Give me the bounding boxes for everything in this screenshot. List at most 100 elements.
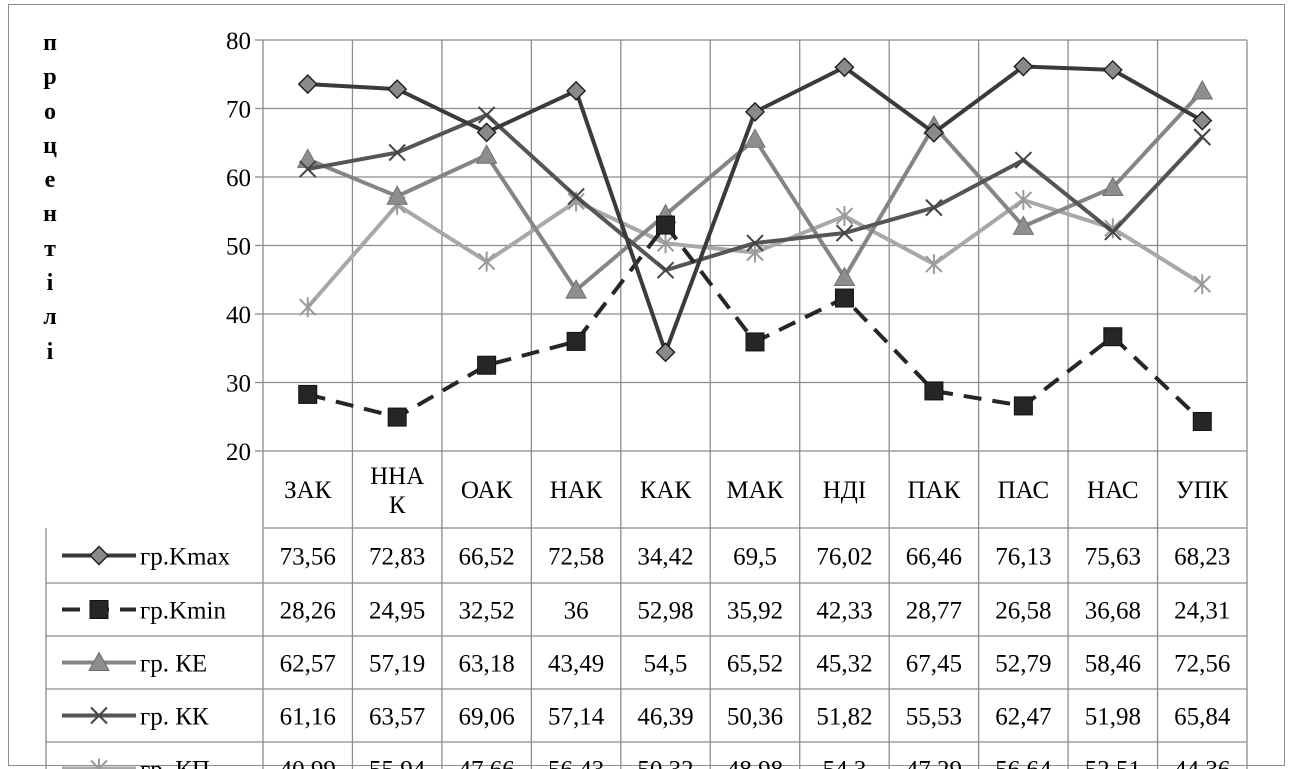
table-cell-value: 28,77 <box>906 598 962 625</box>
table-cell-value: 73,56 <box>280 544 336 571</box>
table-cell-value: 46,39 <box>637 704 693 731</box>
table-cell-value: 51,82 <box>816 704 872 731</box>
x-marker <box>567 187 585 206</box>
table-cell-value: 65,52 <box>727 651 783 678</box>
square-marker <box>477 355 497 375</box>
table-cell-value: 36,68 <box>1085 598 1141 625</box>
star-marker <box>656 233 675 254</box>
y-axis-label-char: ц <box>43 132 57 159</box>
table-cell-value: 66,52 <box>459 544 515 571</box>
table-cell-value: 50,36 <box>727 704 783 731</box>
table-cell-value: 76,02 <box>816 544 872 571</box>
table-cell-value: 72,83 <box>369 544 425 571</box>
y-axis-label-char: л <box>43 304 57 331</box>
table-cell-value: 24,95 <box>369 598 425 625</box>
series-5 <box>299 190 1211 318</box>
diamond-marker <box>89 545 109 566</box>
square-marker <box>298 384 318 404</box>
diamond-marker <box>1192 110 1213 131</box>
table-cell-value: 69,5 <box>733 544 777 571</box>
square-marker <box>745 332 765 352</box>
table-cell-value: 55,94 <box>369 757 426 769</box>
star-marker <box>1014 190 1033 211</box>
triangle-marker <box>565 279 587 299</box>
y-axis-label-char: т <box>44 235 56 262</box>
square-marker <box>1192 411 1212 431</box>
table-row: гр. КП 40,99 55,94 47,66 56,43 50,32 48,98 54,3… <box>62 757 1230 769</box>
x-marker <box>925 198 943 217</box>
triangle-marker <box>744 128 766 148</box>
diamond-marker <box>476 122 497 143</box>
square-marker <box>924 381 944 401</box>
table-cell-value: 28,26 <box>280 598 336 625</box>
table-cell-value: 36 <box>564 598 589 625</box>
table-cell-value: 48,98 <box>727 757 783 769</box>
table-cell-value: 24,31 <box>1174 598 1230 625</box>
diamond-marker <box>1102 59 1123 80</box>
gridlines <box>45 39 1248 769</box>
star-marker <box>1104 218 1122 239</box>
table-cell-value: 62,47 <box>995 704 1051 731</box>
square-marker <box>834 288 854 308</box>
x-marker <box>1104 223 1122 241</box>
table-row: гр. КЕ 62,57 57,19 63,18 43,49 54,5 65,52 45,32… <box>62 651 1230 678</box>
triangle-marker <box>1012 215 1035 235</box>
x-marker <box>477 106 496 124</box>
table-cell-value: 56,64 <box>995 757 1052 769</box>
table-cell-value: 56,43 <box>548 757 604 769</box>
category-label: ОАК <box>461 477 513 504</box>
y-tick-label: 60 <box>226 165 251 192</box>
y-tick-label: 20 <box>226 439 251 466</box>
table-cell-value: 61,16 <box>280 704 336 731</box>
diamond-marker <box>387 79 408 100</box>
y-tick-label: 30 <box>226 371 251 398</box>
table-cell-value: 63,57 <box>369 704 425 731</box>
table-cell-value: 55,53 <box>906 704 962 731</box>
diamond-marker <box>297 74 318 95</box>
y-axis-label-char: і <box>46 270 54 297</box>
table-cell-value: 32,52 <box>459 598 515 625</box>
table-cell-value: 40,99 <box>280 757 336 769</box>
table-cell-value: 72,56 <box>1174 651 1230 678</box>
table-cell-value: 34,42 <box>637 544 693 571</box>
series-1 <box>297 56 1213 363</box>
category-label-line: К <box>389 492 406 519</box>
square-marker <box>387 407 407 427</box>
table-cell-value: 62,57 <box>280 651 336 678</box>
legend-series-name: гр. КП <box>140 757 210 769</box>
triangle-marker <box>1101 176 1124 197</box>
y-axis-label-char: і <box>46 338 54 365</box>
table-cell-value: 43,49 <box>548 651 604 678</box>
table-row: гр.Kmax 73,56 72,83 66,52 72,58 34,42 69,5 76,0… <box>62 544 1230 571</box>
table-cell-value: 54,5 <box>644 651 688 678</box>
y-axis-label-char: о <box>44 98 56 125</box>
table-cell-value: 58,46 <box>1085 651 1141 678</box>
legend-series-name: гр. КЕ <box>140 651 207 678</box>
y-axis-label-char: н <box>43 201 57 228</box>
star-marker <box>299 297 317 318</box>
category-label: ЗАК <box>284 477 332 504</box>
x-marker <box>1193 128 1211 146</box>
chart-frame <box>8 4 1285 766</box>
series-4 <box>299 106 1211 279</box>
category-label: МАК <box>727 477 784 504</box>
category-label: НДІ <box>823 477 866 504</box>
x-marker <box>656 261 675 279</box>
category-label: КАК <box>640 477 692 504</box>
table-cell-value: 66,46 <box>906 544 962 571</box>
table-cell-value: 75,63 <box>1085 544 1141 571</box>
table-cell-value: 52,98 <box>637 598 693 625</box>
table-cell-value: 57,14 <box>548 704 605 731</box>
legend-series-name: гр.Kmin <box>140 598 226 625</box>
table-cell-value: 72,58 <box>548 544 604 571</box>
table-cell-value: 57,19 <box>369 651 425 678</box>
y-tick-label: 80 <box>226 28 251 55</box>
table-cell-value: 63,18 <box>459 651 515 678</box>
table-cell-value: 45,32 <box>816 651 872 678</box>
table-cell-value: 65,84 <box>1174 704 1231 731</box>
triangle-marker <box>475 144 498 164</box>
x-marker <box>1014 151 1033 169</box>
square-marker <box>566 331 586 351</box>
data-table: ЗАК ННА К ОАК НАК КАК МАК НДІ ПАК ПАС НАС УПК гр.Kma… <box>62 463 1231 769</box>
x-marker <box>835 224 854 242</box>
